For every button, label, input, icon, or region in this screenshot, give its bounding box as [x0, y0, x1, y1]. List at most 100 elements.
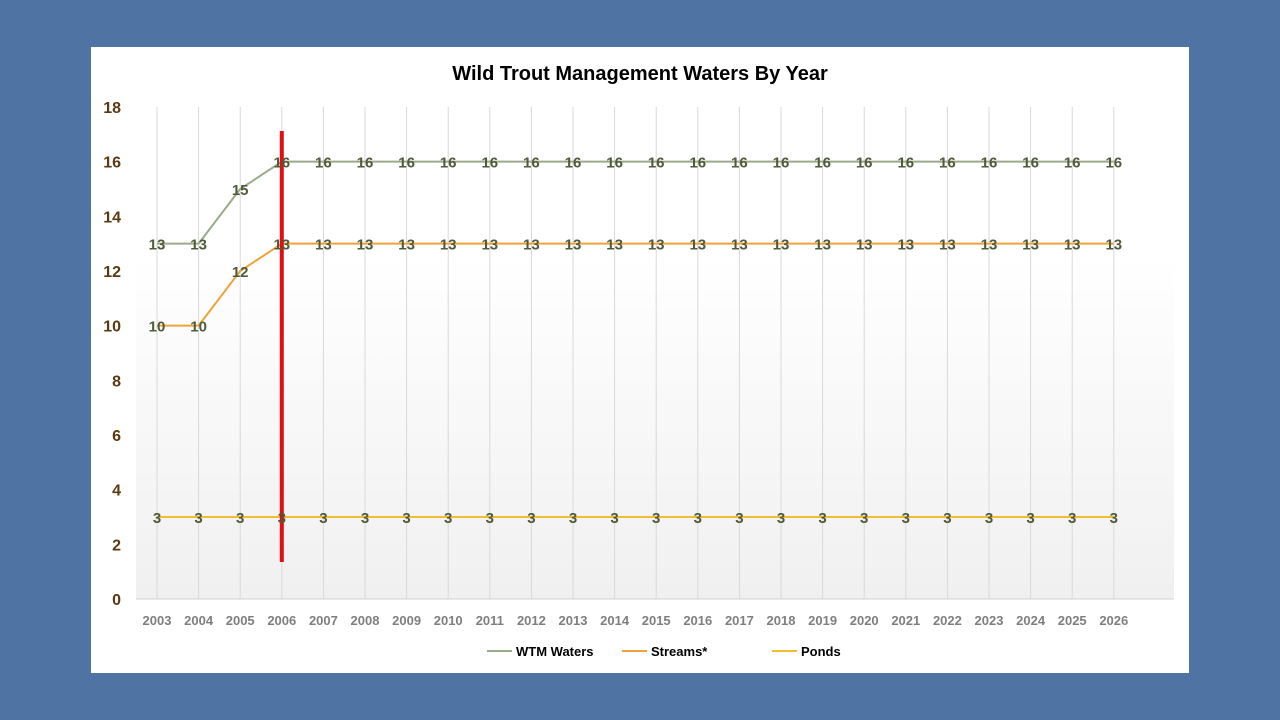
data-label: 16 — [1022, 155, 1039, 172]
data-label: 16 — [315, 155, 332, 172]
data-label: 16 — [981, 155, 998, 172]
x-tick-label: 2022 — [933, 613, 962, 628]
data-label: 16 — [523, 155, 540, 172]
data-label: 13 — [315, 237, 332, 254]
x-tick-label: 2003 — [143, 613, 172, 628]
series-line-wtm-waters — [157, 160, 1114, 245]
data-label: 13 — [523, 237, 540, 254]
data-label: 16 — [1105, 155, 1122, 172]
data-label: 3 — [943, 510, 951, 527]
x-tick-label: 2007 — [309, 613, 338, 628]
legend-label: Streams* — [651, 644, 708, 659]
data-label: 3 — [860, 510, 868, 527]
legend-item-streams: Streams* — [622, 644, 708, 659]
x-tick-label: 2012 — [517, 613, 546, 628]
x-tick-label: 2015 — [642, 613, 671, 628]
x-tick-label: 2011 — [476, 613, 504, 628]
data-label: 3 — [1110, 510, 1118, 527]
data-label: 3 — [153, 510, 161, 527]
series-line-streams — [157, 242, 1114, 327]
data-label: 3 — [444, 510, 452, 527]
y-tick-label: 2 — [112, 537, 121, 554]
data-label: 13 — [773, 237, 790, 254]
x-tick-label: 2024 — [1016, 613, 1046, 628]
data-label: 3 — [985, 510, 993, 527]
data-label: 13 — [648, 237, 665, 254]
data-label: 13 — [357, 237, 374, 254]
data-label: 12 — [232, 264, 249, 281]
data-label: 16 — [648, 155, 665, 172]
data-label: 13 — [190, 237, 207, 254]
data-label: 3 — [1068, 510, 1076, 527]
x-tick-label: 2004 — [184, 613, 214, 628]
chart-title: Wild Trout Management Waters By Year — [452, 63, 828, 85]
data-label: 3 — [694, 510, 702, 527]
x-tick-label: 2026 — [1099, 613, 1128, 628]
data-label: 3 — [194, 510, 202, 527]
data-label: 16 — [731, 155, 748, 172]
data-label: 16 — [897, 155, 914, 172]
data-label: 3 — [569, 510, 577, 527]
x-tick-label: 2010 — [434, 613, 463, 628]
data-label: 10 — [190, 319, 207, 336]
data-label: 16 — [773, 155, 790, 172]
data-label: 13 — [939, 237, 956, 254]
y-tick-label: 12 — [103, 264, 121, 281]
data-label: 3 — [902, 510, 910, 527]
legend-label: WTM Waters — [516, 644, 594, 659]
y-tick-label: 18 — [103, 100, 121, 117]
data-label: 16 — [939, 155, 956, 172]
data-label: 13 — [565, 237, 582, 254]
data-label: 16 — [273, 155, 290, 172]
data-label: 3 — [319, 510, 327, 527]
data-label: 13 — [981, 237, 998, 254]
x-tick-label: 2008 — [351, 613, 380, 628]
y-tick-label: 8 — [112, 373, 121, 390]
x-tick-label: 2005 — [226, 613, 255, 628]
data-label: 16 — [357, 155, 374, 172]
x-tick-label: 2018 — [767, 613, 796, 628]
data-label: 13 — [1105, 237, 1122, 254]
data-label: 13 — [731, 237, 748, 254]
data-label: 16 — [689, 155, 706, 172]
data-label: 13 — [481, 237, 498, 254]
y-tick-label: 0 — [112, 592, 121, 609]
data-label: 16 — [565, 155, 582, 172]
y-tick-label: 4 — [112, 483, 121, 500]
legend-label: Ponds — [801, 644, 841, 659]
data-label: 3 — [361, 510, 369, 527]
data-label: 13 — [606, 237, 623, 254]
x-tick-label: 2016 — [683, 613, 712, 628]
data-label: 13 — [897, 237, 914, 254]
x-tick-label: 2019 — [808, 613, 837, 628]
data-label: 13 — [273, 237, 290, 254]
x-tick-label: 2014 — [600, 613, 630, 628]
data-label: 3 — [402, 510, 410, 527]
data-label: 16 — [606, 155, 623, 172]
data-label: 3 — [278, 510, 286, 527]
data-label: 3 — [1026, 510, 1034, 527]
data-label: 3 — [236, 510, 244, 527]
x-tick-label: 2017 — [725, 613, 754, 628]
data-label: 3 — [818, 510, 826, 527]
data-label: 13 — [1022, 237, 1039, 254]
data-label: 10 — [149, 319, 166, 336]
data-label: 16 — [398, 155, 415, 172]
data-label: 13 — [1064, 237, 1081, 254]
x-tick-label: 2009 — [392, 613, 421, 628]
x-tick-label: 2006 — [267, 613, 296, 628]
y-tick-label: 16 — [103, 155, 121, 172]
y-tick-label: 10 — [103, 319, 121, 336]
data-label: 16 — [814, 155, 831, 172]
data-label: 13 — [689, 237, 706, 254]
chart-card: Wild Trout Management Waters By Year 200… — [91, 47, 1189, 673]
data-label: 3 — [652, 510, 660, 527]
data-label: 3 — [527, 510, 535, 527]
data-label: 16 — [440, 155, 457, 172]
y-tick-label: 14 — [103, 209, 121, 226]
data-label: 15 — [232, 182, 249, 199]
data-label: 3 — [486, 510, 494, 527]
data-label: 13 — [440, 237, 457, 254]
x-tick-label: 2013 — [559, 613, 588, 628]
data-label: 13 — [856, 237, 873, 254]
